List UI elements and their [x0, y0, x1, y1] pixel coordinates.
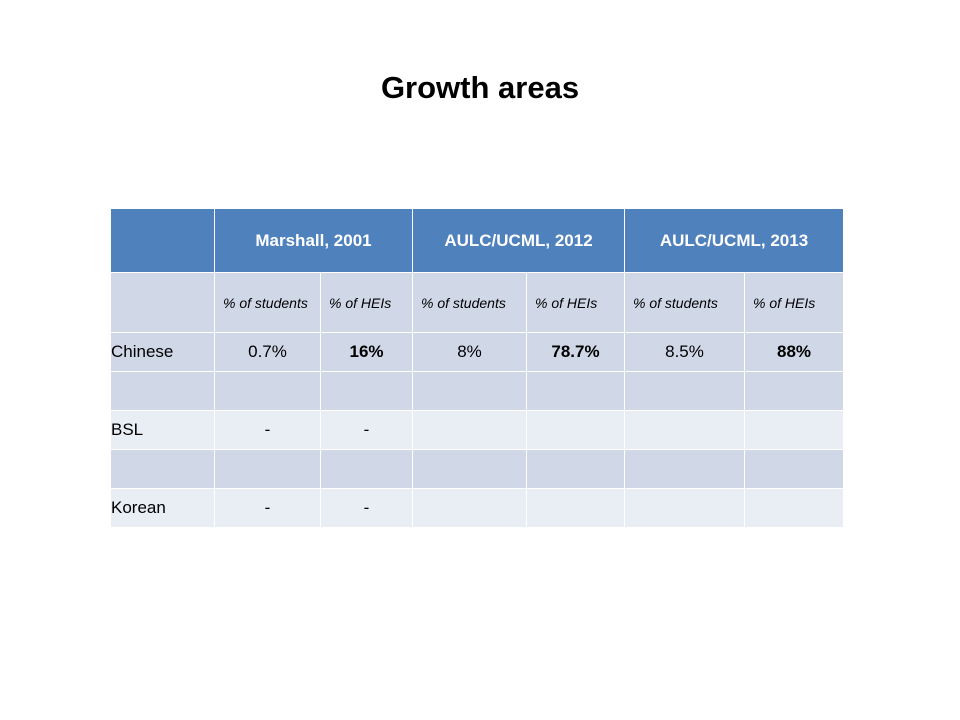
- growth-table: Marshall, 2001 AULC/UCML, 2012 AULC/UCML…: [110, 208, 844, 528]
- value-cell: [744, 371, 844, 411]
- value-cell: [624, 488, 745, 528]
- value-cell: [320, 449, 413, 489]
- table-row-empty: [110, 371, 844, 411]
- subheader-cell: % of students: [214, 272, 321, 333]
- value-cell: [526, 371, 625, 411]
- slide-title: Growth areas: [380, 70, 580, 105]
- table-row-bsl: BSL - -: [110, 410, 844, 450]
- value-cell: [744, 449, 844, 489]
- value-cell: [412, 371, 527, 411]
- table-row-chinese: Chinese 0.7% 16% 8% 78.7% 8.5% 88%: [110, 332, 844, 372]
- table-subheader-row: % of students % of HEIs % of students % …: [110, 272, 844, 333]
- value-cell: 88%: [744, 332, 844, 372]
- subheader-cell: % of HEIs: [744, 272, 844, 333]
- value-cell: 8%: [412, 332, 527, 372]
- value-cell: [624, 449, 745, 489]
- value-cell: -: [214, 488, 321, 528]
- language-cell: BSL: [110, 410, 215, 450]
- value-cell: [526, 410, 625, 450]
- value-cell: -: [320, 410, 413, 450]
- value-cell: [320, 371, 413, 411]
- value-cell: [624, 410, 745, 450]
- header-cell-aulc-ucml-2013: AULC/UCML, 2013: [624, 208, 844, 273]
- header-cell-empty: [110, 208, 215, 273]
- value-cell: [214, 371, 321, 411]
- value-cell: [744, 410, 844, 450]
- table-row-empty: [110, 449, 844, 489]
- value-cell: [744, 488, 844, 528]
- language-cell: [110, 449, 215, 489]
- subheader-cell: % of students: [412, 272, 527, 333]
- value-cell: -: [320, 488, 413, 528]
- value-cell: [412, 410, 527, 450]
- language-cell: [110, 371, 215, 411]
- language-cell: Chinese: [110, 332, 215, 372]
- header-cell-marshall-2001: Marshall, 2001: [214, 208, 413, 273]
- value-cell: 0.7%: [214, 332, 321, 372]
- subheader-cell: % of HEIs: [526, 272, 625, 333]
- subheader-cell: % of HEIs: [320, 272, 413, 333]
- value-cell: 16%: [320, 332, 413, 372]
- value-cell: [412, 449, 527, 489]
- value-cell: [214, 449, 321, 489]
- table-row-korean: Korean - -: [110, 488, 844, 528]
- subheader-cell: [110, 272, 215, 333]
- header-cell-aulc-ucml-2012: AULC/UCML, 2012: [412, 208, 625, 273]
- language-cell: Korean: [110, 488, 215, 528]
- value-cell: 8.5%: [624, 332, 745, 372]
- table-header-row: Marshall, 2001 AULC/UCML, 2012 AULC/UCML…: [110, 208, 844, 273]
- value-cell: 78.7%: [526, 332, 625, 372]
- value-cell: [412, 488, 527, 528]
- value-cell: -: [214, 410, 321, 450]
- value-cell: [624, 371, 745, 411]
- subheader-cell: % of students: [624, 272, 745, 333]
- value-cell: [526, 488, 625, 528]
- value-cell: [526, 449, 625, 489]
